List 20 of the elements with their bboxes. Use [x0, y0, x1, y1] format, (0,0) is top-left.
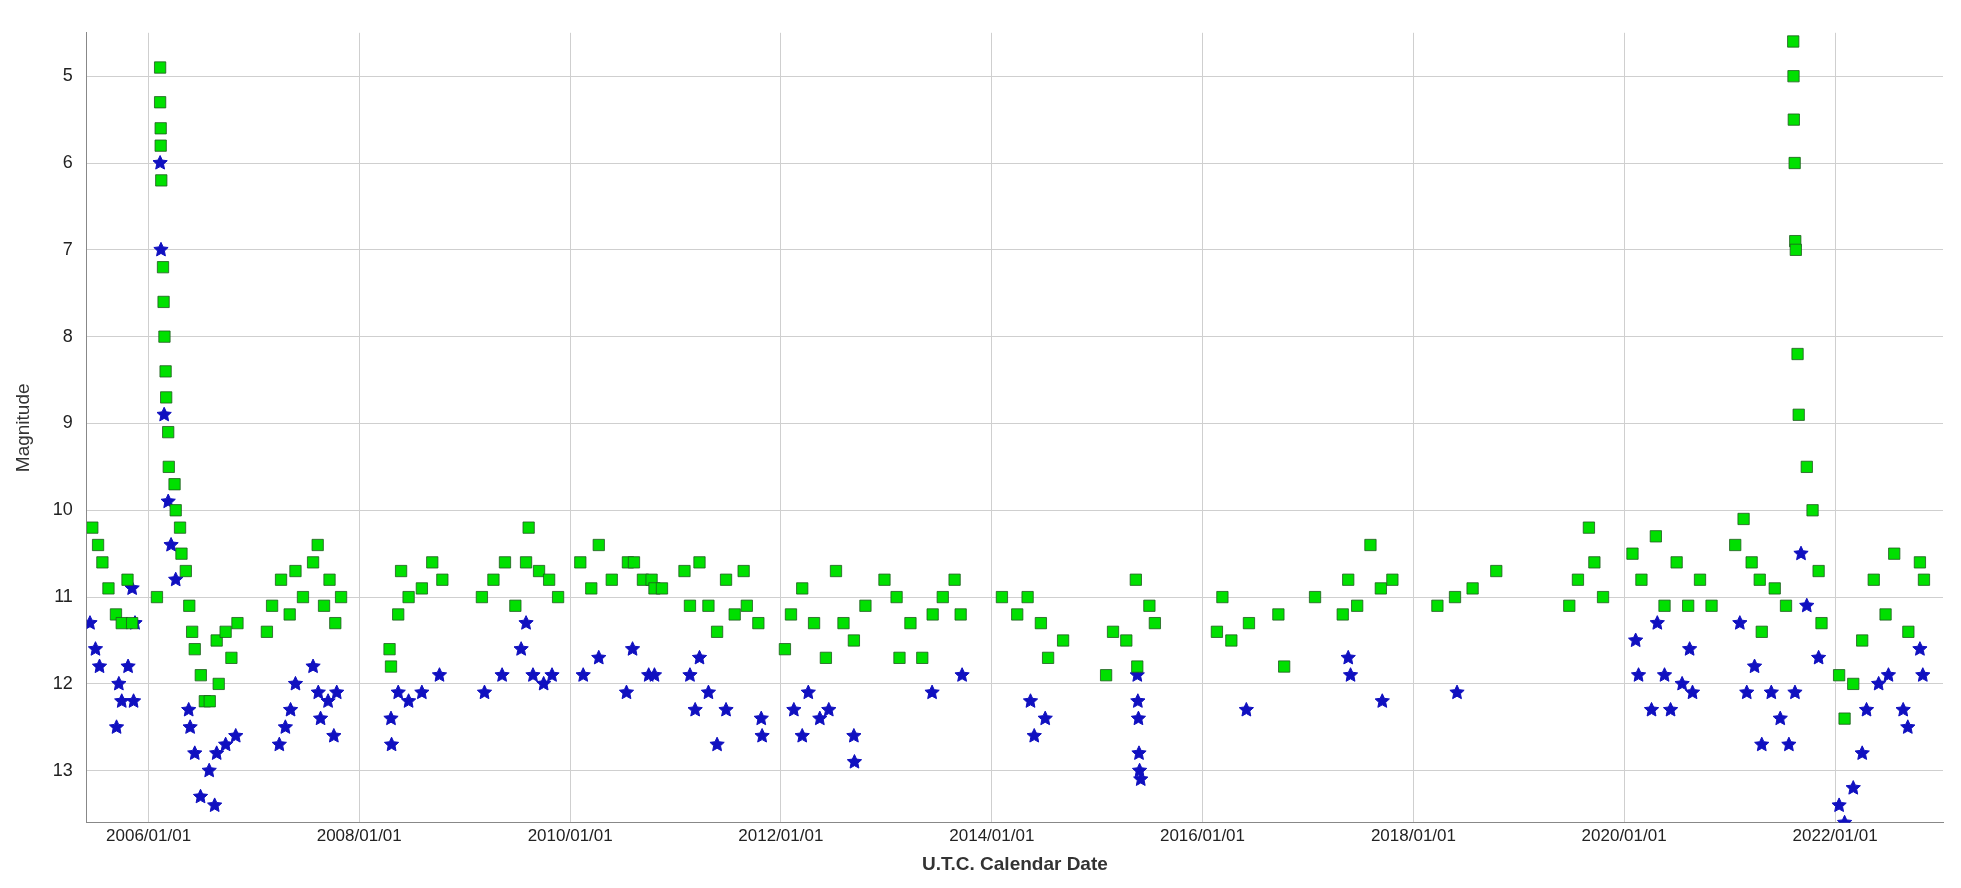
x-tick-label: 2020/01/01: [1581, 825, 1667, 845]
x-tick-label: 2016/01/01: [1159, 825, 1246, 845]
x-tick-label: 2022/01/01: [1792, 825, 1878, 845]
y-tick-label: 10: [52, 499, 73, 520]
x-tick-label: 2014/01/01: [949, 825, 1035, 845]
y-tick-label: 7: [62, 238, 73, 259]
x-tick-label: 2018/01/01: [1370, 825, 1456, 845]
y-tick-label: 5: [62, 65, 73, 86]
x-tick-label: 2006/01/01: [106, 825, 192, 845]
y-tick-label: 9: [62, 412, 73, 433]
y-tick-label: 6: [62, 151, 73, 172]
y-tick-label: 8: [62, 325, 73, 346]
x-tick-label: 2008/01/01: [316, 825, 402, 845]
x-tick-label: 2010/01/01: [527, 825, 613, 845]
x-axis-title: U.T.C. Calendar Date: [922, 852, 1108, 874]
x-tick-label: 2012/01/01: [738, 825, 824, 845]
y-tick-label: 11: [54, 586, 73, 607]
y-tick-label: 12: [52, 672, 73, 693]
y-tick-label: 13: [52, 759, 73, 780]
y-axis-title: Magnitude: [11, 383, 33, 473]
